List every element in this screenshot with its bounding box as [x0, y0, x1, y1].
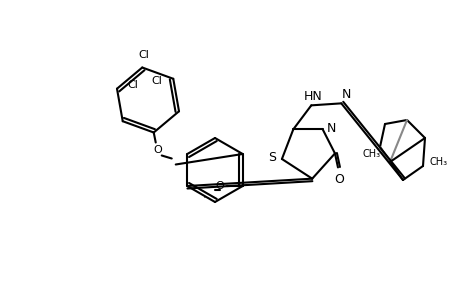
- Text: CH₃: CH₃: [429, 157, 447, 167]
- Text: N: N: [341, 88, 350, 101]
- Text: methoxy: methoxy: [203, 196, 209, 198]
- Text: O: O: [153, 146, 162, 155]
- Text: HN: HN: [303, 90, 322, 103]
- Text: N: N: [326, 122, 336, 135]
- Text: Cl: Cl: [127, 80, 138, 90]
- Text: CH₃: CH₃: [362, 149, 380, 159]
- Text: Cl: Cl: [151, 76, 162, 86]
- Text: S: S: [267, 152, 275, 164]
- Text: O: O: [333, 173, 343, 186]
- Text: Cl: Cl: [139, 50, 149, 59]
- Text: O: O: [215, 181, 224, 191]
